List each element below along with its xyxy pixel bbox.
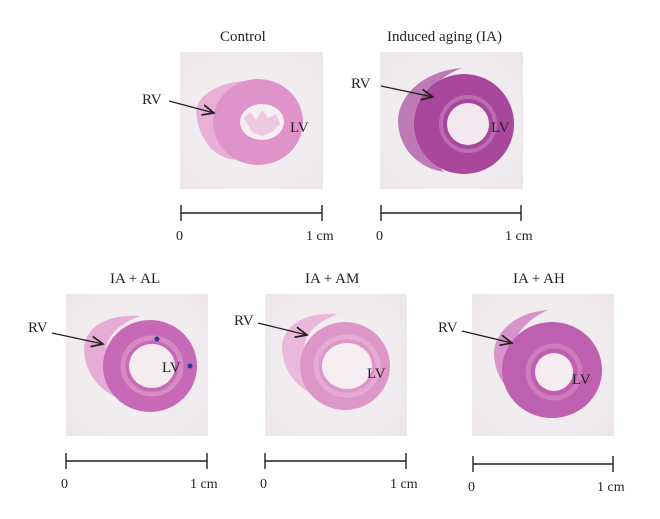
control-rv-arrow [168,100,214,113]
induced-aging-rv-label: RV [351,76,371,92]
ia-ah-title: IA + AH [513,271,565,287]
ia-ah-scale-start: 0 [468,480,475,495]
panel-ia-am [257,294,407,469]
ia-ah-scale-end: 1 cm [597,480,625,495]
ia-ah-rv-label: RV [438,320,458,336]
control-lv-trabeculae [244,110,280,136]
ia-ah-scale-bar [472,456,614,472]
ia-am-lv-trabeculae [313,334,381,398]
control-scale-end: 1 cm [306,229,334,244]
panel-control [168,52,323,221]
ia-am-title: IA + AM [305,271,360,287]
induced-aging-lv-cavity [447,103,489,145]
ia-al-title: IA + AL [110,271,161,287]
ia-ah-rv-arrow [461,330,512,343]
ia-al-lv-label: LV [162,360,181,376]
ia-al-rv-arrow [51,332,103,344]
ia-al-lv-cavity [129,344,175,388]
control-rv-label: RV [142,92,162,108]
ia-am-rv-arrow [257,322,307,335]
induced-aging-rv-arrow [380,85,433,97]
induced-aging-scale-end: 1 cm [505,229,533,244]
induced-aging-lv-endocardium [439,95,497,153]
panel-ia-ah [461,294,614,472]
induced-aging-title: Induced aging (IA) [387,29,502,45]
control-title: Control [220,29,266,45]
ia-al-ink-dot [154,336,160,342]
ia-al-scale-end: 1 cm [190,477,218,492]
ia-am-scale-end: 1 cm [390,477,418,492]
induced-aging-scale-bar [380,205,522,221]
ia-al-scale-start: 0 [61,477,68,492]
ia-am-lv-label: LV [367,366,386,382]
ia-am-lv-cavity [322,343,372,389]
ia-am-scale-start: 0 [260,477,267,492]
control-scale-bar [180,205,323,221]
induced-aging-rv-wall [398,68,462,172]
induced-aging-lv-label: LV [491,120,510,136]
control-scale-start: 0 [176,229,183,244]
panel-ia-al [51,294,208,469]
ia-al-rv-label: RV [28,320,48,336]
ia-al-ink-dot-2 [187,363,193,369]
ia-am-scale-bar [264,453,407,469]
control-rv-wall [196,81,258,160]
ia-ah-lv-cavity [535,353,573,391]
ia-al-lv-trabeculae [120,335,184,397]
ia-ah-lv-label: LV [572,372,591,388]
control-lv-label: LV [290,120,309,136]
induced-aging-scale-start: 0 [376,229,383,244]
ia-am-rv-label: RV [234,313,254,329]
panel-induced-aging [380,52,523,221]
ia-al-scale-bar [65,453,208,469]
ia-ah-lv-trabeculae [525,343,583,401]
